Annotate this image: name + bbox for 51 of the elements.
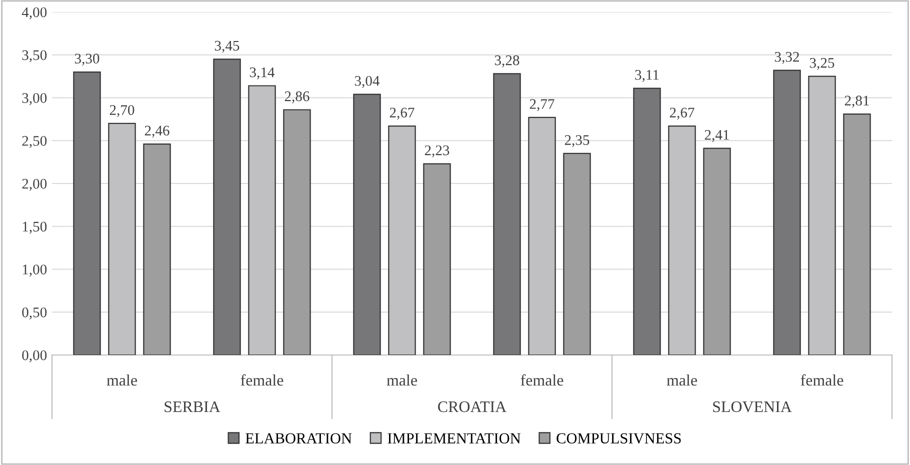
data-label: 3,04 — [354, 76, 380, 88]
text: SERBIA — [164, 401, 220, 412]
y-tick-label: 1,50 — [22, 222, 47, 234]
y-tick-label: 0,50 — [22, 307, 47, 320]
legend-label: COMPULSIVNESS — [556, 433, 681, 444]
data-label: 2,46 — [144, 126, 170, 138]
bar — [773, 70, 801, 355]
y-tick-label: 1,00 — [22, 264, 47, 277]
bar — [73, 71, 101, 355]
data-label: 3,45 — [214, 40, 240, 53]
bar — [423, 163, 451, 355]
data-label: 2,86 — [284, 91, 310, 104]
bar — [143, 144, 171, 355]
bar — [493, 73, 521, 355]
y-tick-label: 0,00 — [22, 350, 47, 362]
bar — [213, 58, 241, 355]
x-tick-label: female — [240, 374, 284, 386]
data-label: 2,81 — [844, 96, 869, 108]
x-tick-label: female — [520, 374, 564, 386]
bar — [283, 109, 311, 355]
y-tick-label: 2,50 — [22, 136, 47, 148]
data-label: 3,28 — [494, 55, 520, 68]
data-label: 2,35 — [564, 135, 590, 148]
x-tick-label: male — [386, 374, 417, 386]
legend-label: IMPLEMENTATION — [388, 433, 521, 444]
data-label: 3,25 — [810, 58, 834, 70]
data-label: 3,32 — [774, 52, 799, 64]
data-label: 2,70 — [110, 105, 134, 118]
bar — [703, 148, 731, 355]
x-tick-label: male — [106, 374, 137, 386]
y-tick-label: 3,50 — [22, 50, 47, 62]
y-tick-label: 2,00 — [22, 178, 47, 191]
data-label: 2,67 — [670, 108, 694, 120]
bar — [843, 113, 871, 355]
y-tick-label: 4,00 — [22, 7, 47, 20]
y-tick-label: 3,00 — [22, 93, 47, 106]
data-label: 2,77 — [530, 99, 554, 112]
data-label: 2,23 — [424, 145, 450, 158]
data-label: 3,30 — [74, 54, 100, 66]
bar — [633, 88, 661, 355]
bar — [353, 94, 381, 355]
data-label: 3,14 — [250, 67, 275, 80]
data-label: 2,41 — [704, 130, 729, 142]
text: SLOVENIA — [713, 401, 792, 412]
text: CROATIA — [438, 401, 506, 412]
data-label: 2,67 — [390, 108, 414, 120]
x-tick-label: male — [666, 374, 697, 386]
legend-label: ELABORATION — [246, 433, 352, 444]
data-label: 3,11 — [635, 70, 659, 82]
bar — [563, 152, 591, 355]
x-tick-label: female — [800, 374, 844, 386]
